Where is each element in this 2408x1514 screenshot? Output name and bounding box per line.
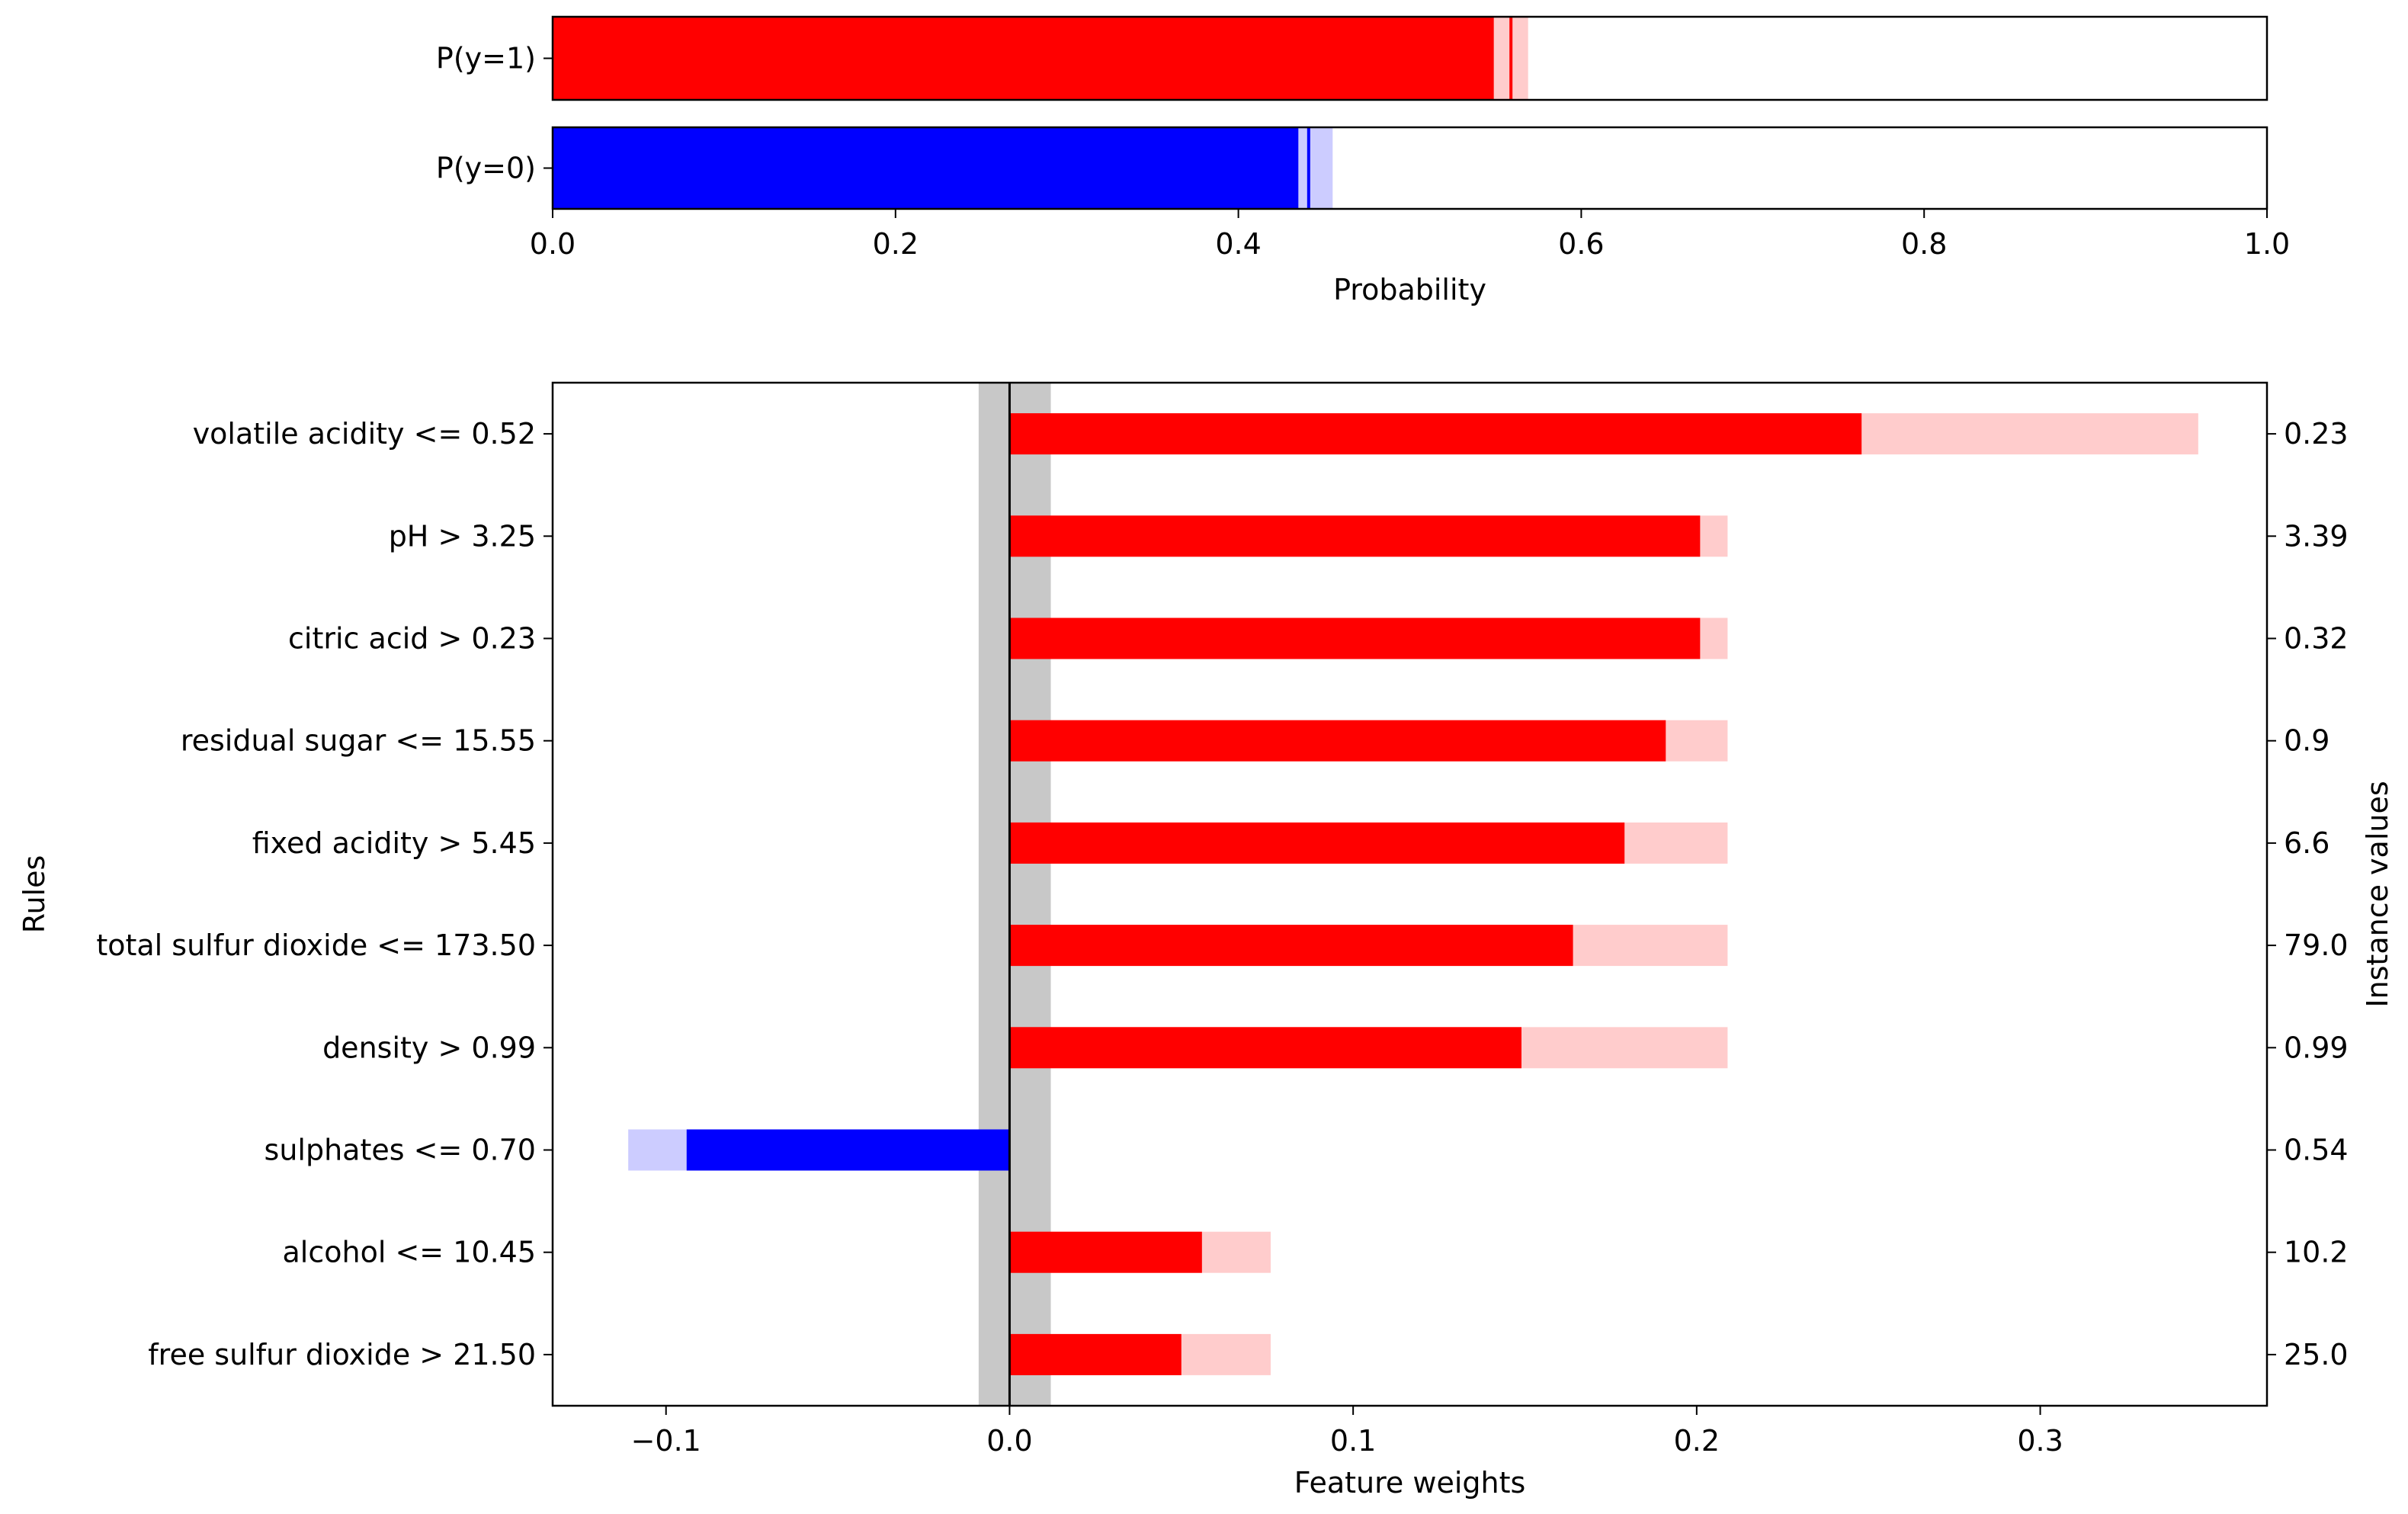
probability-label-0: P(y=1) [436,42,536,75]
rule-label-4: fixed acidity > 5.45 [252,826,536,860]
weight-bar-5 [1009,925,1573,967]
probability-chart: P(y=1) P(y=0) 0.0 0.2 0.4 0.6 0.8 1.0 Probabilit… [436,15,2290,306]
weights-xtick-label-0: −0.1 [631,1424,701,1458]
weights-xtick-label-4: 0.3 [2017,1424,2063,1458]
probability-bar-0 [553,17,1494,100]
rule-label-8: alcohol <= 10.45 [283,1236,537,1269]
instance-value-9: 25.0 [2284,1338,2349,1371]
weight-bar-4 [1009,822,1625,864]
probability-bar-1 [553,127,1299,209]
probability-xtick-label-3: 0.6 [1558,227,1604,261]
instance-value-1: 3.39 [2284,519,2349,553]
weights-xtick-label-1: 0.0 [986,1424,1032,1458]
feature-weights-chart: volatile acidity <= 0.52 0.23 pH > 3.25 3.3… [18,381,2394,1500]
instance-value-0: 0.23 [2284,417,2349,451]
rule-label-5: total sulfur dioxide <= 173.50 [96,929,536,962]
rule-label-1: pH > 3.25 [389,519,536,553]
instance-value-3: 0.9 [2284,724,2329,758]
probability-xtick-label-0: 0.0 [530,227,576,261]
instance-value-7: 0.54 [2284,1134,2349,1167]
weight-bar-8 [1009,1231,1202,1273]
rules-ylabel: Rules [18,855,51,934]
probability-interval-1 [1298,127,1333,209]
probability-xtick-label-2: 0.4 [1215,227,1261,261]
weight-bar-1 [1009,515,1701,557]
instance-values-ylabel: Instance values [2361,781,2394,1007]
instance-value-8: 10.2 [2284,1236,2349,1269]
weight-bar-7 [686,1129,1010,1171]
probability-xlabel: Probability [1333,273,1486,306]
weight-bar-6 [1009,1027,1521,1069]
weights-xlabel: Feature weights [1294,1466,1526,1500]
weights-xtick-label-3: 0.2 [1674,1424,1720,1458]
probability-xtick-label-5: 1.0 [2244,227,2290,261]
rule-label-9: free sulfur dioxide > 21.50 [148,1338,536,1371]
rule-label-7: sulphates <= 0.70 [265,1134,536,1167]
weight-bar-2 [1009,617,1701,659]
weight-bar-0 [1009,413,1862,455]
weight-bar-3 [1009,720,1666,762]
instance-value-5: 79.0 [2284,929,2349,962]
instance-value-4: 6.6 [2284,826,2329,860]
probability-label-1: P(y=0) [436,152,536,185]
rule-label-3: residual sugar <= 15.55 [181,724,536,758]
rule-label-6: density > 0.99 [322,1031,536,1064]
weight-bar-9 [1009,1333,1182,1375]
instance-value-6: 0.99 [2284,1031,2349,1064]
probability-xtick-label-1: 0.2 [873,227,919,261]
weights-plot-frame [551,381,2269,1407]
instance-value-2: 0.32 [2284,622,2349,656]
probability-xtick-label-4: 0.8 [1901,227,1947,261]
rule-label-2: citric acid > 0.23 [288,622,536,656]
rule-label-0: volatile acidity <= 0.52 [193,417,536,451]
weights-xtick-label-2: 0.1 [1330,1424,1376,1458]
